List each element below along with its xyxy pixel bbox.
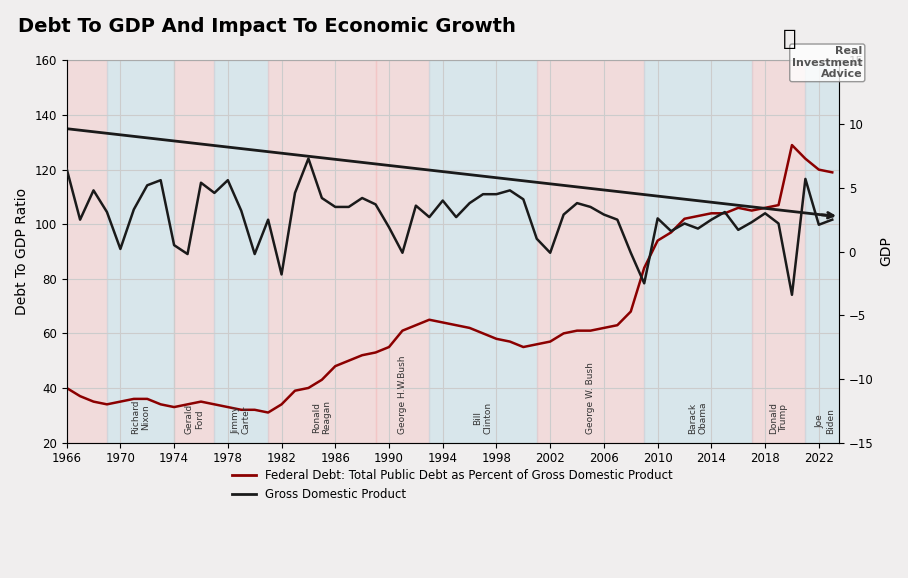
- Text: Jimmy
Carter: Jimmy Carter: [232, 406, 251, 434]
- Bar: [752, 61, 805, 443]
- Bar: [537, 61, 644, 443]
- Text: Ronald
Reagan: Ronald Reagan: [312, 401, 331, 434]
- Text: Gerald
Ford: Gerald Ford: [184, 404, 204, 434]
- Legend: Federal Debt: Total Public Debt as Percent of Gross Domestic Product, Gross Dome: Federal Debt: Total Public Debt as Perce…: [228, 464, 678, 505]
- Bar: [429, 61, 537, 443]
- Text: Donald
Trump: Donald Trump: [769, 402, 788, 434]
- Bar: [268, 61, 376, 443]
- Bar: [805, 61, 845, 443]
- Text: Barack
Obama: Barack Obama: [688, 402, 707, 434]
- Y-axis label: Debt To GDP Ratio: Debt To GDP Ratio: [15, 188, 29, 315]
- Bar: [26, 61, 107, 443]
- Text: Real
Investment
Advice: Real Investment Advice: [792, 46, 863, 79]
- Text: Debt To GDP And Impact To Economic Growth: Debt To GDP And Impact To Economic Growt…: [18, 17, 516, 36]
- Bar: [644, 61, 752, 443]
- Bar: [174, 61, 214, 443]
- Text: Bill
Clinton: Bill Clinton: [473, 402, 493, 434]
- Bar: [376, 61, 429, 443]
- Text: 🦅: 🦅: [784, 29, 796, 49]
- Text: Joe
Biden: Joe Biden: [816, 409, 835, 434]
- Y-axis label: GDP: GDP: [879, 236, 893, 266]
- Text: George W. Bush: George W. Bush: [586, 362, 595, 434]
- Text: George H.W.Bush: George H.W.Bush: [398, 356, 407, 434]
- Text: Richard
Nixon: Richard Nixon: [131, 400, 150, 434]
- Bar: [107, 61, 174, 443]
- Bar: [214, 61, 268, 443]
